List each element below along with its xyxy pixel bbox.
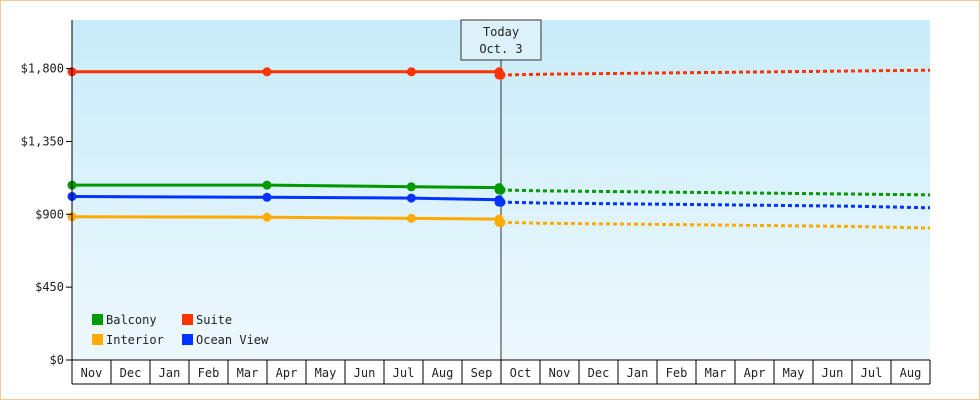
legend-swatch (92, 334, 103, 345)
series-forecast-line (500, 68, 931, 77)
x-tick-label: Dec (588, 366, 610, 380)
x-tick-label: Jul (393, 366, 415, 380)
x-tick-label: Aug (900, 366, 922, 380)
x-tick-label: Jan (627, 366, 649, 380)
data-point (496, 197, 506, 207)
x-tick-label: Mar (705, 366, 727, 380)
x-tick-label: Apr (276, 366, 298, 380)
y-tick-label: $0 (50, 353, 64, 367)
x-tick-label: Nov (81, 366, 103, 380)
legend-swatch (92, 314, 103, 325)
y-tick-label: $450 (35, 280, 64, 294)
legend-label: Interior (106, 333, 164, 347)
x-tick-label: Mar (237, 366, 259, 380)
x-tick-label: Sep (471, 366, 493, 380)
data-point (262, 67, 272, 77)
x-tick-label: May (315, 366, 337, 380)
data-point (496, 185, 506, 195)
today-box (460, 19, 542, 61)
legend-label: Ocean View (196, 333, 269, 347)
x-tick-label: Nov (549, 366, 571, 380)
x-tick-label: May (783, 366, 805, 380)
data-point (406, 182, 416, 192)
series-forecast-line (500, 200, 931, 210)
data-point (496, 217, 506, 227)
series-forecast-line (500, 188, 931, 197)
x-tick-label: Aug (432, 366, 454, 380)
x-tick-label: Apr (744, 366, 766, 380)
y-tick-label: $1,350 (21, 134, 64, 148)
x-tick-label: Dec (120, 366, 142, 380)
legend-label: Balcony (106, 313, 157, 327)
data-point (262, 192, 272, 202)
y-tick-label: $1,800 (21, 62, 64, 76)
x-tick-label: Jun (354, 366, 376, 380)
x-tick-label: Oct (510, 366, 532, 380)
data-point (406, 213, 416, 223)
legend-swatch (182, 334, 193, 345)
legend-label: Suite (196, 313, 232, 327)
y-tick-label: $900 (35, 207, 64, 221)
x-tick-label: Feb (666, 366, 688, 380)
data-point (496, 70, 506, 80)
today-date: Oct. 3 (479, 42, 522, 56)
x-tick-label: Jul (861, 366, 883, 380)
data-point (262, 180, 272, 190)
today-label: Today (483, 25, 519, 39)
data-point (406, 193, 416, 203)
x-tick-label: Jun (822, 366, 844, 380)
data-point (406, 67, 416, 77)
series-forecast-line (500, 220, 931, 230)
x-tick-label: Feb (198, 366, 220, 380)
x-tick-label: Jan (159, 366, 181, 380)
data-point (262, 212, 272, 222)
legend-swatch (182, 314, 193, 325)
